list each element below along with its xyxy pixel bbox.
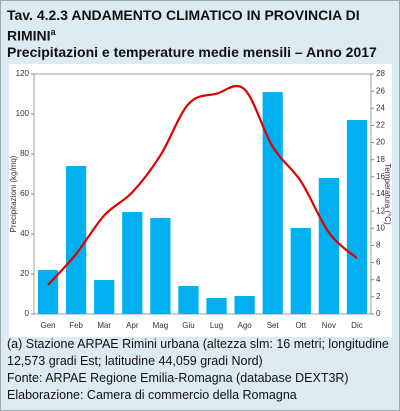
- bar: [346, 120, 368, 314]
- y2-tick-label: 8: [376, 241, 381, 250]
- x-tick-label: Gen: [40, 321, 55, 330]
- bar: [94, 280, 115, 314]
- y2-tick-label: 24: [376, 103, 385, 112]
- x-tick-label: Feb: [69, 321, 83, 330]
- y-tick-label: 20: [20, 269, 29, 278]
- x-tick-label: Ott: [295, 321, 306, 330]
- y2-tick-label: 6: [376, 258, 381, 267]
- bar: [150, 218, 171, 314]
- y-tick-label: 100: [16, 109, 30, 118]
- y2-axis-label: Temperatura (°C): [383, 163, 392, 225]
- y-tick-label: 60: [20, 189, 29, 198]
- bar: [206, 298, 227, 314]
- y-tick-label: 80: [20, 149, 29, 158]
- bar: [178, 286, 199, 314]
- y2-tick-label: 14: [376, 189, 385, 198]
- x-tick-label: Ago: [238, 321, 253, 330]
- title-note: a: [50, 27, 56, 37]
- x-tick-label: Mag: [153, 321, 169, 330]
- notes: (a) Stazione ARPAE Rimini urbana (altezz…: [7, 336, 397, 404]
- x-tick-label: Nov: [322, 321, 336, 330]
- x-tick-label: Giu: [182, 321, 194, 330]
- y2-tick-label: 12: [376, 206, 385, 215]
- x-tick-label: Dic: [351, 321, 363, 330]
- bar: [290, 228, 311, 314]
- y2-tick-label: 28: [376, 69, 385, 78]
- temperature-line: [47, 84, 358, 286]
- y2-tick-label: 16: [376, 172, 385, 181]
- x-tick-label: Lug: [210, 321, 223, 330]
- x-tick-label: Apr: [126, 321, 139, 330]
- y2-tick-label: 26: [376, 86, 385, 95]
- y2-tick-label: 4: [376, 275, 381, 284]
- subtitle: Precipitazioni e temperature medie mensi…: [7, 44, 377, 60]
- bar: [234, 296, 255, 314]
- note: Fonte: ARPAE Regione Emilia-Romagna (dat…: [7, 371, 349, 385]
- bar: [262, 92, 283, 314]
- bar: [122, 212, 143, 314]
- chart: 0204060801001200246810121416182022242628…: [9, 64, 392, 337]
- note: Elaborazione: Camera di commercio della …: [7, 388, 297, 402]
- y-axis-label: Precipitazioni (kg/mq): [9, 155, 18, 232]
- y-tick-label: 0: [25, 309, 30, 318]
- y2-tick-label: 0: [376, 309, 381, 318]
- bar: [66, 166, 87, 314]
- y2-tick-label: 22: [376, 121, 385, 130]
- title: Tav. 4.2.3 ANDAMENTO CLIMATICO IN PROVIN…: [7, 7, 377, 45]
- y-tick-label: 40: [20, 229, 29, 238]
- y2-tick-label: 2: [376, 292, 381, 301]
- note: (a) Stazione ARPAE Rimini urbana (altezz…: [7, 337, 389, 368]
- x-tick-label: Set: [267, 321, 280, 330]
- y-tick-label: 120: [16, 69, 30, 78]
- y2-tick-label: 18: [376, 155, 385, 164]
- title-text: Tav. 4.2.3 ANDAMENTO CLIMATICO IN PROVIN…: [7, 7, 360, 44]
- x-tick-label: Mar: [97, 321, 111, 330]
- bar: [318, 178, 339, 314]
- y2-tick-label: 20: [376, 138, 385, 147]
- y2-tick-label: 10: [376, 223, 385, 232]
